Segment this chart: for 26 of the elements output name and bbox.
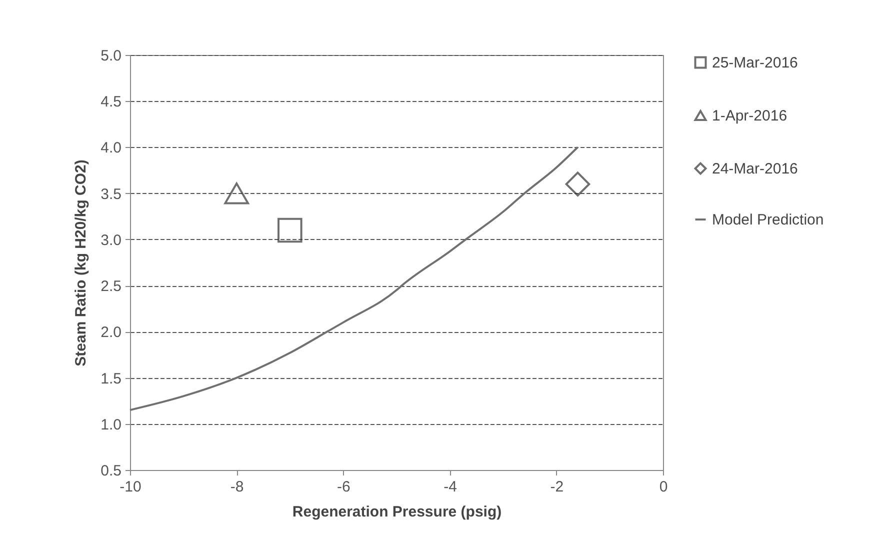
- y-tick-label: 2.0: [100, 324, 122, 342]
- y-tick-label: 4.0: [100, 140, 122, 157]
- y-tick-label: 3.5: [100, 186, 122, 203]
- point: [565, 172, 590, 197]
- x-tick-label: -2: [550, 478, 564, 496]
- y-tick-label: 4.5: [100, 94, 122, 111]
- x-tick-label: -10: [120, 478, 142, 496]
- x-tick-label: -6: [337, 478, 350, 496]
- y-axis-title: Steam Ratio (kg H20/kg CO2): [72, 160, 90, 366]
- x-axis-title: Regeneration Pressure (psig): [292, 504, 502, 520]
- point: [278, 218, 302, 243]
- y-tick-label: 5.0: [100, 48, 122, 64]
- y-tick-label: 2.5: [100, 278, 122, 296]
- y-tick-label: 1.0: [100, 416, 122, 434]
- x-tick-label: -4: [444, 478, 457, 496]
- legend-label: 1-Apr-2016: [712, 108, 788, 124]
- y-tick-label: 1.5: [100, 370, 122, 388]
- legend-label: Model Prediction: [712, 212, 824, 228]
- legend-label: 25-Mar-2016: [712, 54, 798, 72]
- legend-label: 24-Mar-2016: [712, 160, 798, 178]
- x-tick-label: 0: [659, 478, 668, 496]
- y-tick-label: 3.0: [100, 232, 122, 249]
- y-tick-label: 0.5: [100, 462, 122, 480]
- x-tick-label: -8: [230, 478, 244, 496]
- point: [224, 182, 249, 204]
- line-series: [129, 146, 579, 412]
